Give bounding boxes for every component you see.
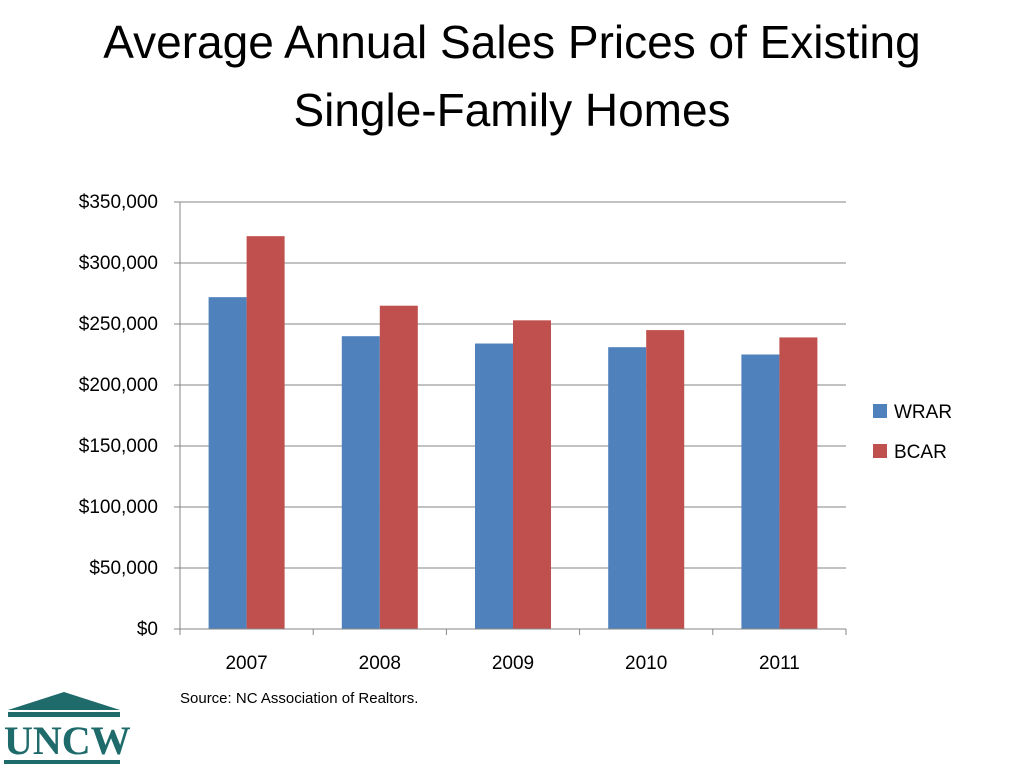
title-line-1: Average Annual Sales Prices of Existing — [103, 16, 921, 68]
bar-bcar-2009 — [513, 320, 551, 629]
legend-label: BCAR — [894, 442, 947, 463]
x-tick-label: 2009 — [492, 653, 534, 674]
bar-wrar-2011 — [741, 354, 780, 629]
bar-wrar-2007 — [208, 297, 247, 629]
bar-bcar-2007 — [246, 236, 285, 629]
source-note: Source: NC Association of Realtors. — [180, 690, 419, 707]
legend-swatch-wrar — [873, 404, 887, 418]
y-tick-label: $0 — [137, 619, 158, 640]
x-tick-label: 2007 — [225, 653, 267, 674]
bar-chart: $0 $50,000 $100,000 $150,000 $200,000 $250,00… — [79, 192, 952, 674]
y-tick-label: $200,000 — [79, 375, 158, 396]
y-tick-label: $250,000 — [79, 314, 158, 335]
bar-wrar-2009 — [475, 343, 513, 629]
x-tick-label: 2008 — [359, 653, 401, 674]
bar-wrar-2008 — [341, 336, 380, 629]
y-tick-label: $300,000 — [79, 253, 158, 274]
logo-text: UNCW — [4, 718, 131, 763]
bar-wrar-2010 — [608, 347, 647, 629]
bar-bcar-2010 — [646, 330, 685, 629]
y-tick-label: $50,000 — [89, 558, 158, 579]
building-icon — [8, 692, 120, 717]
x-tick-label: 2010 — [625, 653, 667, 674]
bar-bcar-2011 — [779, 337, 818, 629]
y-tick-label: $350,000 — [79, 192, 158, 213]
title-line-2: Single-Family Homes — [293, 84, 731, 136]
y-tick-label: $100,000 — [79, 497, 158, 518]
legend-swatch-bcar — [873, 444, 887, 458]
uncw-logo: UNCW — [4, 692, 131, 764]
legend-label: WRAR — [894, 402, 952, 423]
page-title: Average Annual Sales Prices of Existing … — [0, 8, 1024, 144]
bar-bcar-2008 — [379, 305, 418, 629]
y-tick-label: $150,000 — [79, 436, 158, 457]
x-tick-label: 2011 — [759, 653, 800, 674]
